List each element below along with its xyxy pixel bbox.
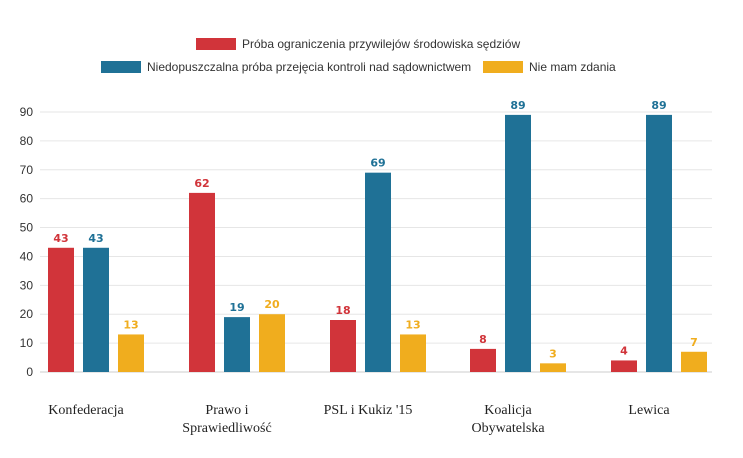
bar: [118, 334, 144, 372]
bar: [365, 172, 391, 372]
y-tick-label: 50: [20, 221, 34, 235]
bar-value-label: 7: [690, 336, 698, 349]
legend-label: Nie mam zdania: [529, 60, 616, 74]
bar: [681, 351, 707, 372]
bar-value-label: 20: [264, 298, 280, 311]
legend-swatch: [483, 61, 523, 73]
bar-value-label: 43: [53, 232, 68, 245]
bar-value-label: 18: [335, 304, 350, 317]
x-category-label: Lewica: [628, 403, 670, 418]
bar-value-label: 19: [229, 301, 244, 314]
y-tick-label: 40: [20, 249, 34, 263]
bar: [400, 334, 426, 372]
x-category-label: Koalicja Obywatelska: [471, 403, 545, 436]
y-tick-label: 80: [20, 134, 34, 148]
bar-value-label: 13: [123, 318, 138, 331]
y-tick-label: 90: [20, 105, 34, 119]
bar: [189, 192, 215, 372]
bar-value-label: 89: [651, 99, 666, 112]
bar-series-group: [48, 114, 707, 372]
bar-value-label: 69: [370, 157, 385, 170]
bar-value-label: 8: [479, 333, 487, 346]
x-category-label: PSL i Kukiz '15: [324, 403, 413, 418]
y-tick-label: 30: [20, 278, 34, 292]
legend-label: Próba ograniczenia przywilejów środowisk…: [242, 37, 520, 51]
bar: [330, 320, 356, 372]
y-tick-label: 70: [20, 163, 34, 177]
x-category-label: Konfederacja: [48, 403, 124, 418]
data-labels-group: 43 43 13 62 19 20 18 69 13 8 89 3 4 89 7: [53, 99, 697, 360]
bar: [224, 317, 250, 372]
bar-value-label: 13: [405, 318, 420, 331]
legend-label: Niedopuszczalna próba przejęcia kontroli…: [147, 60, 471, 74]
y-tick-label: 10: [20, 336, 34, 350]
y-tick-label: 20: [20, 307, 34, 321]
bar-value-label: 4: [620, 344, 628, 357]
y-tick-label: 0: [26, 365, 33, 379]
x-category-label: Prawo i Sprawiedliwość: [182, 403, 271, 436]
bar: [646, 114, 672, 372]
bar: [48, 247, 74, 372]
bar: [470, 348, 496, 372]
y-axis: 0 10 20 30 40 50 60 70 80 90: [20, 105, 34, 379]
x-axis: Konfederacja Prawo i Sprawiedliwość PSL i K…: [48, 403, 670, 436]
bar-value-label: 43: [88, 232, 103, 245]
bar: [83, 247, 109, 372]
bar: [611, 360, 637, 372]
chart-legend: Próba ograniczenia przywilejów środowisk…: [101, 37, 616, 74]
bar-value-label: 89: [510, 99, 525, 112]
bar: [540, 363, 566, 372]
legend-swatch: [101, 61, 141, 73]
bar-value-label: 62: [194, 177, 209, 190]
legend-swatch: [196, 38, 236, 50]
bar-value-label: 3: [549, 347, 557, 360]
bar: [259, 314, 285, 372]
bar: [505, 114, 531, 372]
y-tick-label: 60: [20, 192, 34, 206]
